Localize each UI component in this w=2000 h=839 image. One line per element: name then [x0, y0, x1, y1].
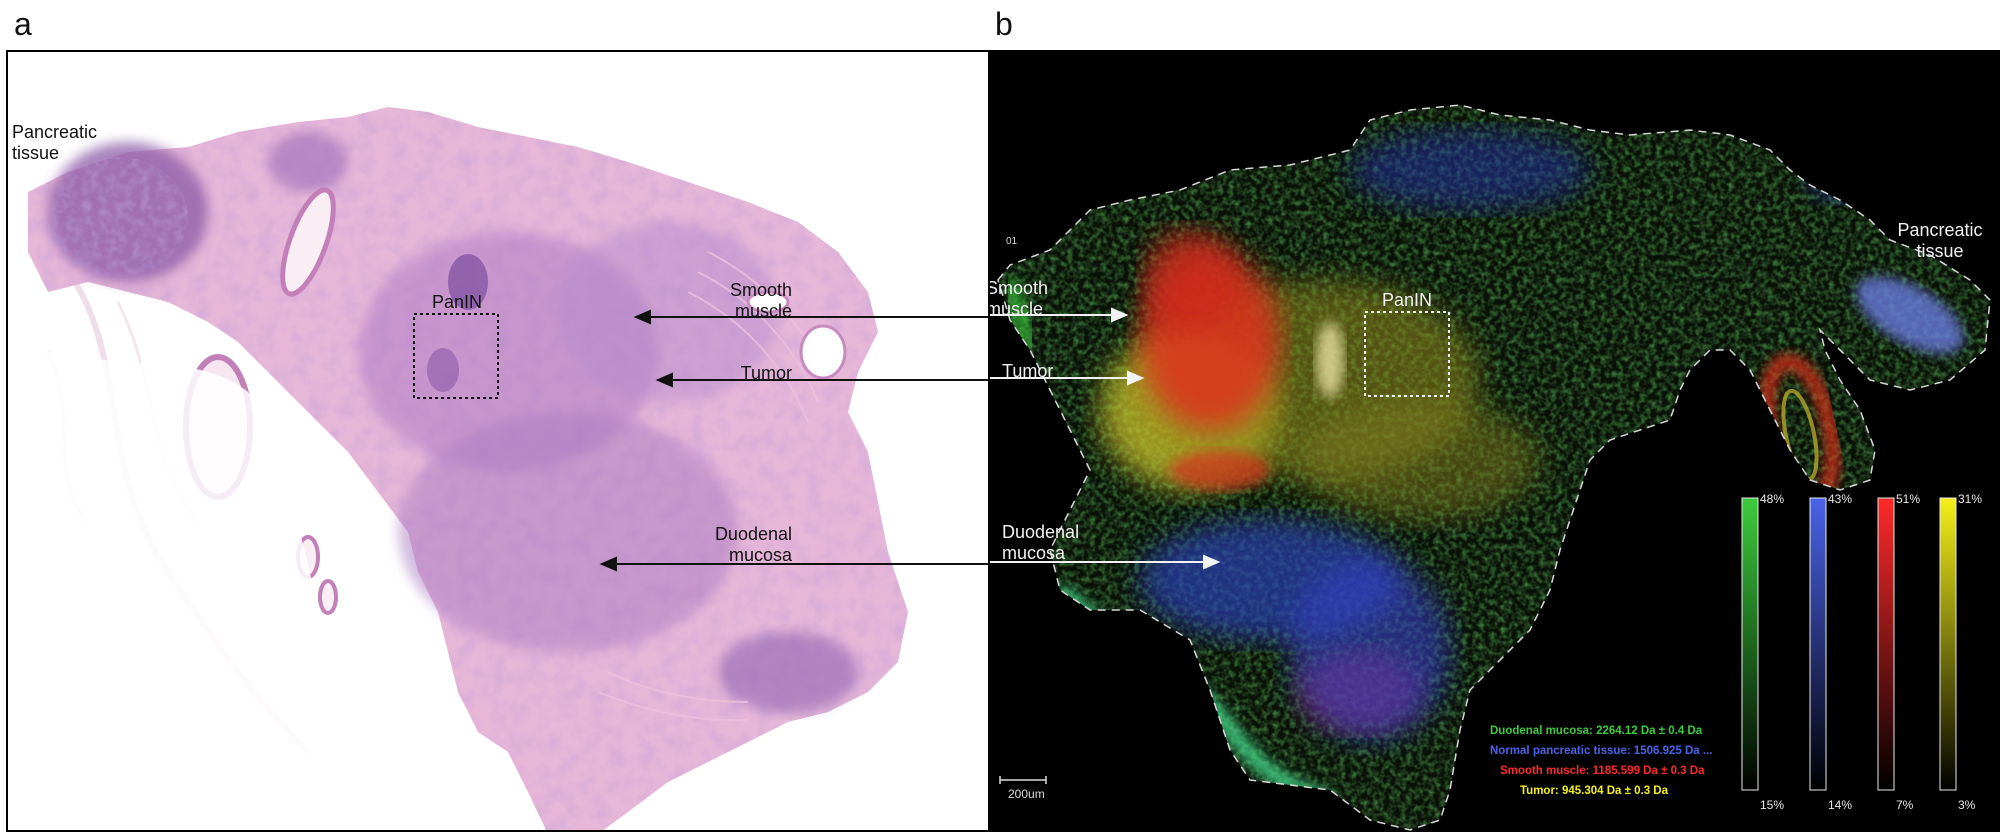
colorbar-green-max: 48%: [1760, 492, 1785, 506]
legend-smooth-muscle: Smooth muscle: 1185.599 Da ± 0.3 Da: [1500, 765, 1705, 777]
colorbar-blue-min: 14%: [1828, 798, 1853, 812]
label-panin-a: PanIN: [431, 292, 483, 312]
label-panin-b: PanIN: [1381, 290, 1433, 310]
colorbar-red-max: 51%: [1896, 492, 1921, 506]
label-duodenal-mucosa-b: Duodenal mucosa: [1002, 522, 1080, 563]
color-bars: [1741, 497, 1957, 791]
arrows-a: [599, 309, 988, 572]
arrows-b: [990, 307, 1221, 570]
panin-box-a: [413, 313, 499, 399]
panin-box-b: [1364, 311, 1450, 397]
label-pancreatic-tissue-b: Pancreatic tissue: [1897, 220, 1983, 261]
tissue-outline: [997, 104, 1991, 831]
colorbar-red: [1877, 497, 1895, 791]
label-pancreatic-tissue-a: Pancreatic tissue: [12, 122, 98, 163]
legend-duodenal-mucosa: Duodenal mucosa: 2264.12 Da ± 0.4 Da: [1490, 725, 1703, 737]
colorbar-blue-max: 43%: [1828, 492, 1853, 506]
label-duodenal-mucosa-a: Duodenal mucosa: [714, 524, 792, 565]
label-tumor-a: Tumor: [740, 363, 792, 383]
colorbar-green-min: 15%: [1760, 798, 1785, 812]
scale-bar-label: 200um: [1008, 787, 1045, 801]
edge-mark: 01: [1006, 236, 1018, 247]
colorbar-blue: [1809, 497, 1827, 791]
ion-image: [990, 104, 1991, 831]
colorbar-yellow-max: 31%: [1958, 492, 1983, 506]
label-smooth-muscle-a: Smooth muscle: [729, 280, 792, 321]
panel-letter-a: a: [14, 6, 32, 42]
colorbar-green: [1741, 497, 1759, 791]
colorbar-red-min: 7%: [1896, 798, 1914, 812]
scale-bar: [999, 776, 1047, 784]
histology-panel: Pancreatic tissue PanIN Smooth muscle Tu…: [6, 50, 990, 832]
panel-letter-b: b: [995, 6, 1013, 42]
colorbar-yellow-min: 3%: [1958, 798, 1976, 812]
legend-tumor: Tumor: 945.304 Da ± 0.3 Da: [1520, 785, 1668, 797]
label-smooth-muscle-b: Smooth muscle: [990, 278, 1049, 319]
he-stained-tissue-image: [8, 107, 988, 830]
legend-normal-pancreatic: Normal pancreatic tissue: 1506.925 Da ..…: [1490, 745, 1713, 757]
label-tumor-b: Tumor: [1002, 361, 1054, 381]
colorbar-yellow: [1939, 497, 1957, 791]
maldi-imaging-panel: Smooth muscle Tumor Duodenal mucosa PanI…: [990, 50, 2000, 832]
